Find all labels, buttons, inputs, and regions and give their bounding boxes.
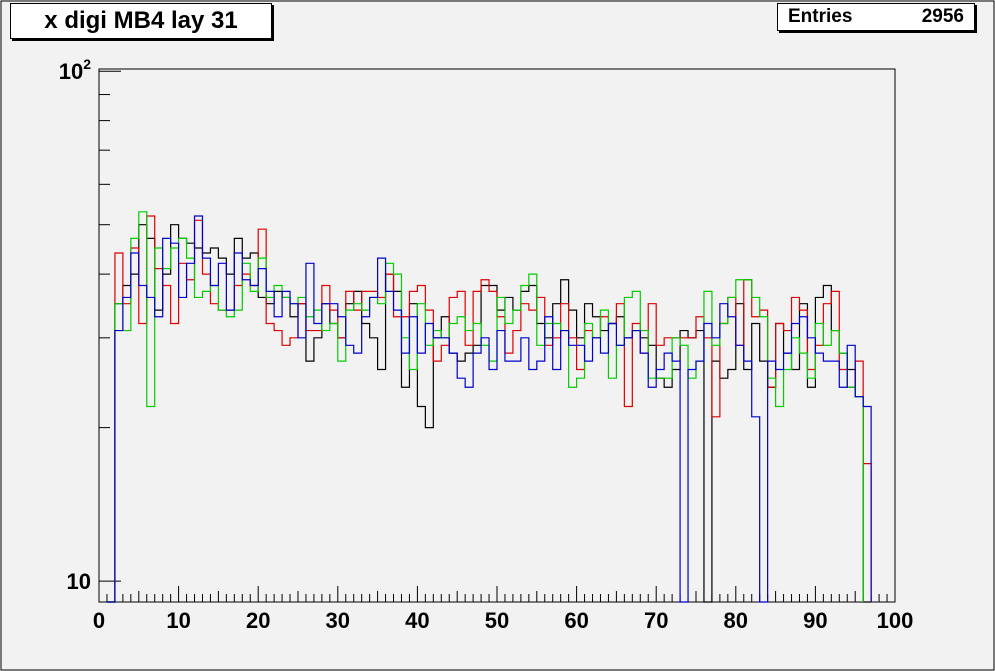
x-tick-label: 70 <box>644 608 668 633</box>
y-axis-tick-labels: 10 102 <box>59 56 91 594</box>
stats-entries-value: 2956 <box>921 6 964 27</box>
x-tick-label: 90 <box>803 608 827 633</box>
x-tick-label: 20 <box>246 608 270 633</box>
x-tick-label: 60 <box>564 608 588 633</box>
x-tick-label: 40 <box>405 608 429 633</box>
x-tick-label: 50 <box>485 608 509 633</box>
stats-entries-label: Entries <box>788 6 853 27</box>
x-tick-label: 10 <box>166 608 190 633</box>
x-tick-label: 0 <box>93 608 105 633</box>
histogram-line-4 <box>106 215 872 603</box>
y-tick-label: 10 <box>67 569 91 594</box>
x-axis-tick-labels: 0 10 20 30 40 50 60 70 80 90 100 <box>93 608 913 633</box>
stats-box: Entries 2956 <box>777 3 975 31</box>
x-tick-label: 80 <box>724 608 748 633</box>
x-tick-label: 100 <box>877 608 914 633</box>
histogram-line-3 <box>106 211 864 603</box>
histogram-series <box>106 211 872 603</box>
title-text: x digi MB4 lay 31 <box>44 7 238 34</box>
histogram-line-2 <box>106 215 872 603</box>
axis-ticks <box>98 70 896 602</box>
histogram-title: x digi MB4 lay 31 <box>10 3 272 39</box>
y-tick-label: 102 <box>59 56 91 84</box>
x-tick-label: 30 <box>326 608 350 633</box>
